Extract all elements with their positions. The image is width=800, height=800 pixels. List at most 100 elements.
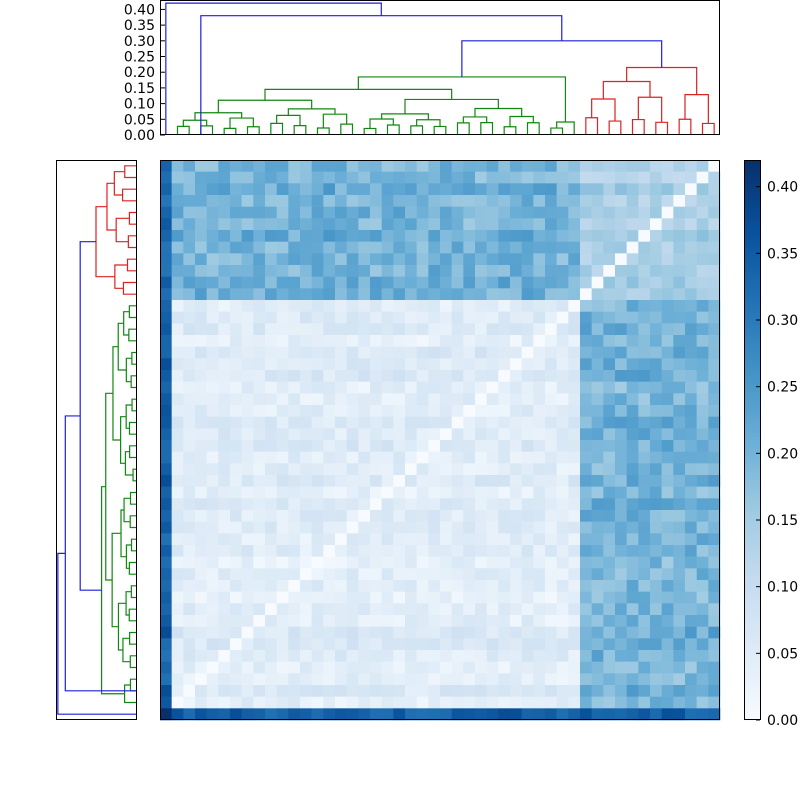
heatmap-cell [230,300,242,312]
y-tick-label: 0.40 [124,2,155,18]
heatmap-cell [358,405,371,417]
heatmap-cell [218,673,231,686]
heatmap-cell [393,428,406,441]
heatmap-cell [335,253,347,266]
heatmap-cell [311,591,324,604]
heatmap-cell [626,626,639,639]
colorbar-segment [744,652,760,657]
heatmap-cell [183,241,196,254]
heatmap-cell [661,393,674,406]
heatmap-cell [405,300,417,312]
heatmap-cell [381,556,394,569]
heatmap-cell [708,358,721,371]
heatmap-cell [708,346,721,359]
heatmap-cell [556,440,569,452]
heatmap-cell [358,440,371,452]
heatmap-cell [556,580,569,592]
colorbar-segment [744,248,760,253]
heatmap-cell [393,370,406,382]
heatmap-cell [463,276,476,289]
heatmap-cell [381,591,394,604]
heatmap-cell [475,335,487,347]
heatmap-cell [568,358,581,371]
heatmap-cell [568,171,581,184]
heatmap-cell [183,533,196,546]
heatmap-cell [346,206,359,219]
colorbar-segment [744,296,760,301]
heatmap-cell [568,626,581,639]
heatmap-cell [393,160,406,172]
heatmap-cell [393,475,406,487]
heatmap-cell [626,241,639,254]
heatmap-cell [615,265,627,277]
heatmap-cell [580,276,592,289]
heatmap-cell [556,183,569,196]
colorbar-axis: 0.000.050.100.150.200.250.300.350.40 [756,180,798,729]
heatmap-cell [218,521,231,534]
left-dendrogram-link [112,346,121,441]
heatmap-cell [265,603,277,616]
heatmap-cell [265,673,277,686]
heatmap-cell [218,183,231,196]
colorbar-segment [744,336,760,341]
heatmap-cell [510,545,522,557]
heatmap-cell [230,591,242,604]
heatmap-cell [253,253,266,266]
heatmap-cell [451,323,464,336]
heatmap-cell [241,615,254,627]
heatmap-cell [265,615,277,627]
heatmap-cell [521,708,534,721]
heatmap-cell [638,416,651,429]
heatmap-cell [405,661,417,674]
heatmap-cell [300,276,312,289]
heatmap-cell [335,603,347,616]
heatmap-cell [615,626,627,639]
heatmap-cell [428,370,441,382]
heatmap-cell [206,615,219,627]
heatmap-cell [661,521,674,534]
heatmap-cell [195,300,207,312]
heatmap-cell [685,510,697,522]
heatmap-cell [498,276,511,289]
heatmap-cell [416,160,429,172]
heatmap-cell [381,428,394,441]
heatmap-cell [650,603,662,616]
heatmap-cell [393,440,406,452]
heatmap-cell [556,160,569,172]
heatmap-cell [241,650,254,662]
heatmap-cell [358,591,371,604]
heatmap-cell [241,696,254,709]
top-dendrogram-link [194,112,243,121]
heatmap-cell [206,545,219,557]
heatmap-cell [171,475,184,487]
heatmap-cell [685,673,697,686]
heatmap-cell [335,358,347,371]
heatmap-cell [346,300,359,312]
heatmap-cell [486,451,499,464]
heatmap-cell [288,323,301,336]
heatmap-cell [335,393,347,406]
heatmap-cell [451,661,464,674]
heatmap-cell [183,183,196,196]
heatmap-cell [323,405,336,417]
heatmap-cell [276,335,289,347]
heatmap-cell [685,708,697,721]
heatmap-cell [498,428,511,441]
heatmap-cell [451,696,464,709]
heatmap-cell [533,556,546,569]
heatmap-cell [626,463,639,476]
heatmap-cell [661,486,674,499]
heatmap-cell [533,451,546,464]
heatmap-cell [603,171,616,184]
heatmap-cell [265,230,277,242]
heatmap-cell [545,346,557,359]
colorbar-segment [744,400,760,405]
heatmap-cell [521,206,534,219]
heatmap-cell [288,171,301,184]
heatmap-cell [265,300,277,312]
heatmap-cell [370,206,382,219]
heatmap-cell [696,510,709,522]
heatmap-cell [626,440,639,452]
heatmap-cell [533,160,546,172]
colorbar-segment [744,480,760,485]
